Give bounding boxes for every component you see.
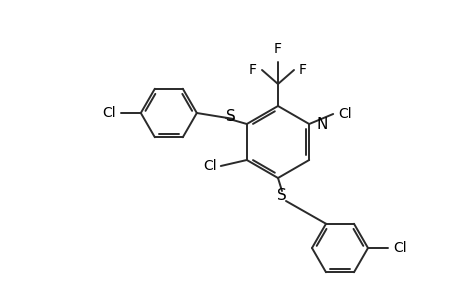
Text: S: S bbox=[225, 109, 235, 124]
Text: S: S bbox=[276, 188, 286, 203]
Text: F: F bbox=[298, 63, 306, 77]
Text: F: F bbox=[248, 63, 257, 77]
Text: Cl: Cl bbox=[337, 107, 351, 121]
Text: Cl: Cl bbox=[392, 241, 406, 255]
Text: F: F bbox=[274, 42, 281, 56]
Text: Cl: Cl bbox=[203, 159, 216, 173]
Text: N: N bbox=[315, 116, 327, 131]
Text: Cl: Cl bbox=[102, 106, 116, 120]
